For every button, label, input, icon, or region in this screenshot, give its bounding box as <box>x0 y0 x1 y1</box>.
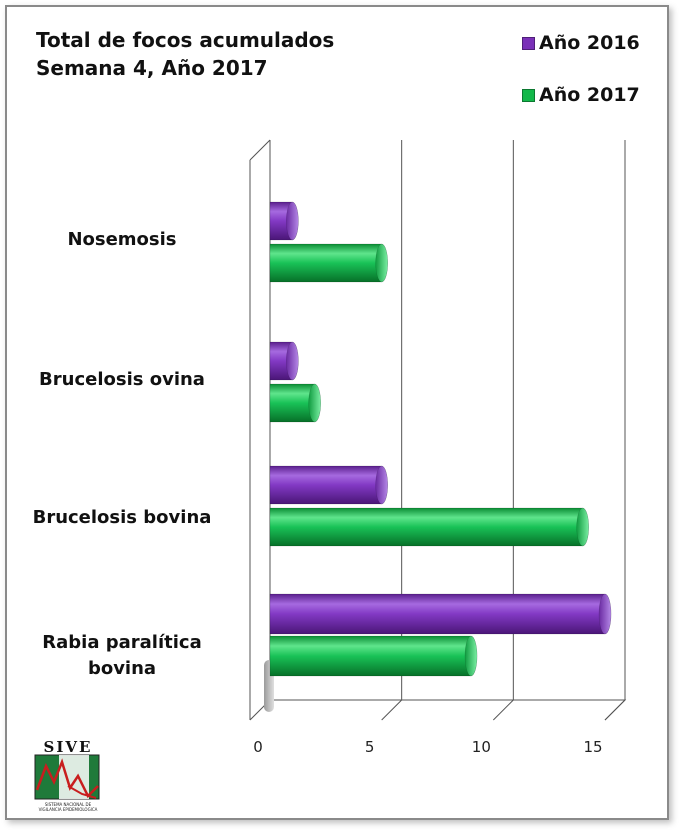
legend-swatch-2016 <box>522 36 535 50</box>
bar-cap-rabia-paral-tica-bovina-2017 <box>464 635 478 677</box>
category-label-nosemosis: Nosemosis <box>67 229 177 250</box>
bar-brucelosis-bovina-2017 <box>269 507 589 547</box>
sive-logo-graphic <box>34 754 100 800</box>
chart-frame <box>5 5 669 820</box>
gridline-10 <box>492 140 514 721</box>
chart-title-line2: Semana 4, Año 2017 <box>36 56 268 80</box>
gridline-15 <box>604 140 626 721</box>
gridline-5 <box>381 140 403 721</box>
chart-legend: Año 2016 Año 2017 <box>522 30 640 134</box>
category-label-rabia-paralitica-bovina: Rabia paralítica bovina <box>42 632 202 679</box>
bar-cap-nosemosis-2017 <box>375 243 388 283</box>
bar-rabia-paral-tica-bovina-2016 <box>269 593 612 635</box>
bar-brucelosis-bovina-2016 <box>269 465 388 505</box>
bar-rabia-paral-tica-bovina-2017 <box>269 635 478 677</box>
bar-nosemosis-2017 <box>269 243 388 283</box>
bar-cap-rabia-paral-tica-bovina-2016 <box>598 593 612 635</box>
chart-floor <box>249 699 627 721</box>
chart-title: Total de focos acumulados Semana 4, Año … <box>36 26 334 82</box>
chart-left-wall <box>249 139 271 720</box>
sive-logo-subtitle-line1: SISTEMA NACIONAL DE <box>44 802 92 807</box>
legend-label-2016: Año 2016 <box>539 32 640 54</box>
bar-cap-brucelosis-ovina-2017 <box>308 383 321 423</box>
legend-swatch-2017 <box>522 88 535 102</box>
category-label-brucelosis-bovina: Brucelosis bovina <box>32 507 212 528</box>
x-tick-label-15: 15 <box>583 738 602 756</box>
chart-title-line1: Total de focos acumulados <box>36 28 335 52</box>
bar-cap-brucelosis-bovina-2017 <box>576 507 589 547</box>
category-label-brucelosis-ovina: Brucelosis ovina <box>39 369 205 390</box>
sive-logo: SIVE SISTEMA NACIONAL DE VIGILANCIA EPID… <box>32 738 104 820</box>
bar-cap-nosemosis-2016 <box>286 201 299 241</box>
legend-item-2017: Año 2017 <box>522 82 640 108</box>
bar-cap-brucelosis-ovina-2016 <box>286 341 299 381</box>
bar-cap-brucelosis-bovina-2016 <box>375 465 388 505</box>
sive-logo-subtitle-line2: VIGILANCIA EPIDEMIOLOGICA <box>38 807 98 812</box>
legend-item-2016: Año 2016 <box>522 30 640 56</box>
sive-logo-subtitle: SISTEMA NACIONAL DE VIGILANCIA EPIDEMIOL… <box>26 802 110 812</box>
x-tick-label-0: 0 <box>253 738 263 756</box>
legend-label-2017: Año 2017 <box>539 84 640 106</box>
sive-logo-title: SIVE <box>43 738 93 756</box>
x-tick-label-10: 10 <box>472 738 491 756</box>
x-tick-label-5: 5 <box>365 738 375 756</box>
